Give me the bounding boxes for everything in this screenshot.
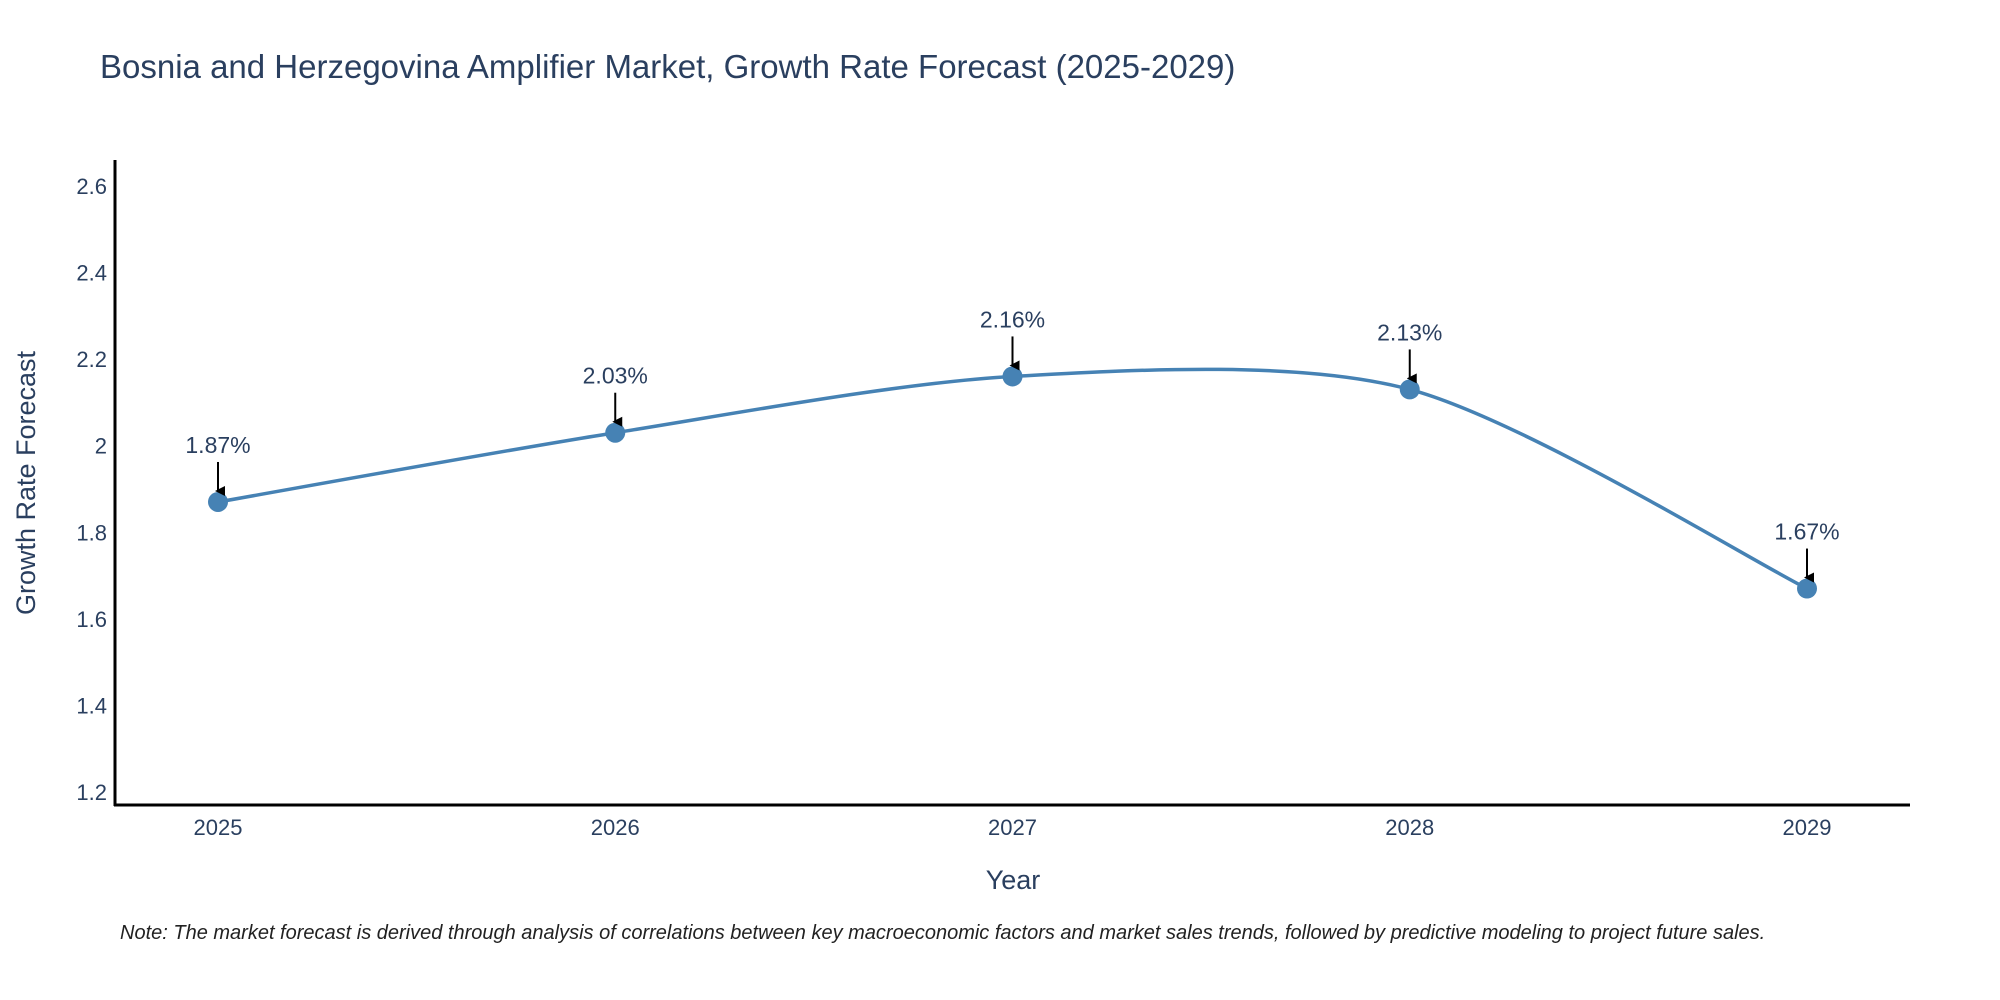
data-point — [1399, 379, 1420, 400]
x-tick-label: 2026 — [591, 815, 640, 840]
y-tick-label: 1.4 — [76, 693, 107, 718]
data-label: 2.13% — [1377, 319, 1442, 345]
data-point — [605, 422, 626, 443]
series-line — [217, 367, 1808, 591]
x-tick-label: 2029 — [1783, 815, 1832, 840]
y-tick-label: 2.4 — [76, 261, 107, 286]
chart-note: Note: The market forecast is derived thr… — [120, 922, 1766, 944]
y-tick-label: 2 — [95, 434, 107, 459]
x-axis-title: Year — [986, 865, 1041, 895]
x-tick-label: 2025 — [194, 815, 243, 840]
data-label: 1.87% — [185, 432, 250, 458]
data-point — [1002, 366, 1023, 387]
data-point — [208, 491, 228, 512]
y-tick-label: 2.6 — [76, 174, 107, 199]
data-point — [1797, 578, 1817, 599]
y-tick-label: 1.2 — [76, 780, 107, 805]
data-label: 1.67% — [1774, 519, 1839, 545]
y-axis-title: Growth Rate Forecast — [11, 350, 41, 615]
x-tick-label: 2027 — [988, 815, 1037, 840]
y-tick-label: 2.2 — [76, 347, 107, 372]
x-axis-ticks: 2025 2026 2027 2028 2029 — [194, 815, 1832, 840]
data-label: 2.16% — [980, 306, 1045, 332]
data-annotations: 1.87% 2.03% 2.16% 2.13% 1.67% — [185, 306, 1840, 583]
data-label: 2.03% — [583, 363, 648, 389]
x-tick-label: 2028 — [1385, 815, 1434, 840]
y-axis-ticks: 1.2 1.4 1.6 1.8 2 2.2 2.4 2.6 — [76, 174, 107, 805]
y-tick-label: 1.8 — [76, 520, 107, 545]
y-tick-label: 1.6 — [76, 607, 107, 632]
chart-title: Bosnia and Herzegovina Amplifier Market,… — [100, 48, 1236, 85]
data-markers — [208, 366, 1817, 599]
